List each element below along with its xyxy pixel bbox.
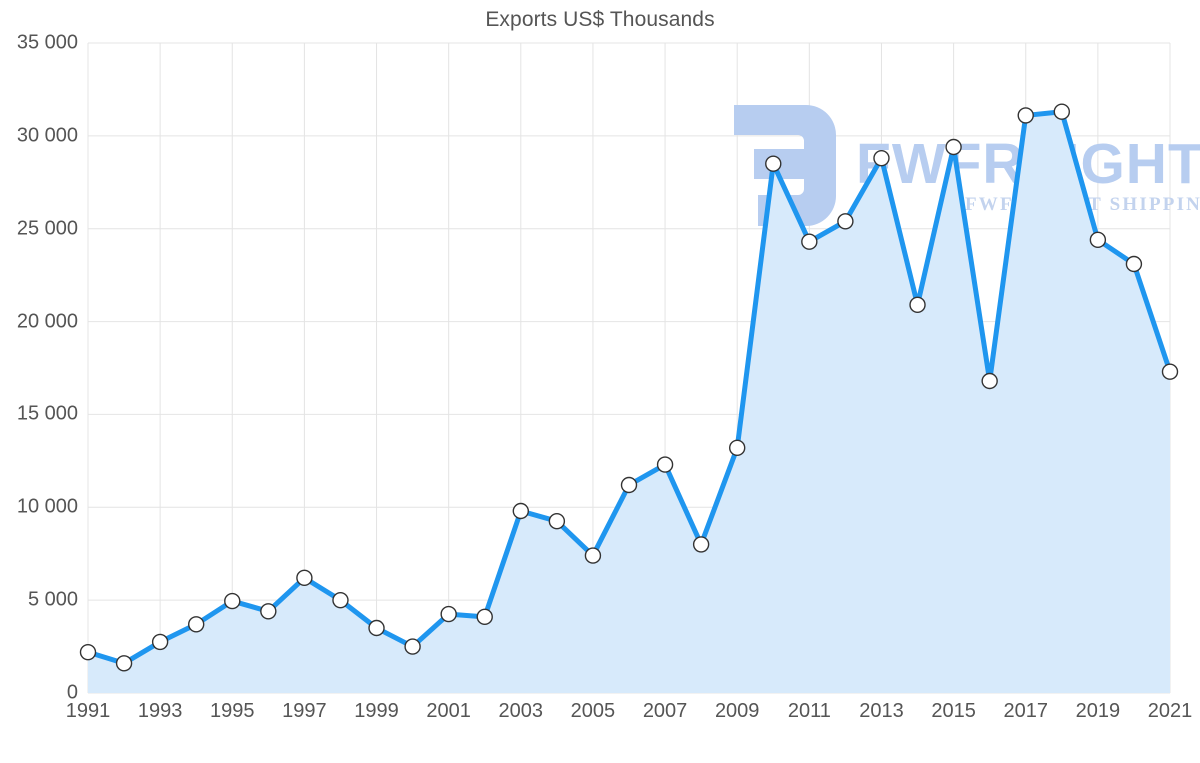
y-tick-label: 20 000 bbox=[16, 310, 78, 333]
data-point-marker[interactable] bbox=[584, 547, 602, 564]
data-point-marker[interactable] bbox=[476, 608, 493, 626]
x-tick-label: 2015 bbox=[931, 700, 976, 722]
data-point-marker[interactable] bbox=[440, 605, 457, 623]
y-tick-label: 10 000 bbox=[16, 495, 78, 518]
data-point-marker[interactable] bbox=[512, 502, 529, 520]
data-point-marker[interactable] bbox=[187, 616, 205, 633]
x-tick-label: 2019 bbox=[1075, 700, 1121, 722]
data-point-marker[interactable] bbox=[729, 439, 746, 457]
x-tick-label: 1999 bbox=[354, 700, 399, 722]
x-tick-label: 1993 bbox=[137, 700, 183, 722]
x-tick-label: 2013 bbox=[859, 700, 904, 722]
data-point-marker[interactable] bbox=[1017, 107, 1034, 124]
x-tick-label: 1991 bbox=[65, 700, 111, 722]
y-axis: 0 5 000 10 000 15 000 20 000 25 000 30 000 35 0… bbox=[0, 32, 78, 704]
plot-area: FWFREIGHT FWFREIGHT SHIPPING bbox=[79, 42, 1200, 694]
x-tick-label: 2003 bbox=[498, 700, 544, 722]
data-point-marker[interactable] bbox=[151, 633, 169, 651]
y-tick-label: 0 bbox=[66, 681, 78, 704]
data-point-marker[interactable] bbox=[79, 643, 97, 661]
x-axis: 1991 1993 1995 1997 1999 2001 2003 2005 2007 2009… bbox=[66, 700, 1193, 740]
data-point-marker[interactable] bbox=[1161, 363, 1179, 380]
area-fill bbox=[88, 111, 1170, 693]
x-tick-label: 1995 bbox=[210, 700, 255, 722]
y-tick-label: 15 000 bbox=[16, 402, 78, 425]
data-point-marker[interactable] bbox=[1053, 103, 1070, 120]
x-tick-label: 2007 bbox=[642, 700, 688, 722]
x-tick-label: 2001 bbox=[426, 700, 471, 722]
data-point-marker[interactable] bbox=[224, 592, 241, 610]
data-point-marker[interactable] bbox=[909, 296, 926, 314]
data-point-marker[interactable] bbox=[1125, 255, 1143, 273]
data-point-marker[interactable] bbox=[332, 591, 349, 609]
x-tick-label: 2021 bbox=[1147, 700, 1193, 722]
data-point-marker[interactable] bbox=[801, 233, 818, 250]
data-point-marker[interactable] bbox=[296, 569, 313, 587]
data-point-marker[interactable] bbox=[765, 155, 782, 172]
data-point-marker[interactable] bbox=[656, 456, 674, 473]
chart-title: Exports US$ Thousands bbox=[485, 8, 715, 31]
data-point-marker[interactable] bbox=[1089, 231, 1107, 249]
x-tick-label: 1997 bbox=[282, 700, 327, 722]
data-point-marker[interactable] bbox=[115, 655, 133, 672]
data-point-marker[interactable] bbox=[260, 603, 277, 620]
data-point-marker[interactable] bbox=[368, 619, 385, 637]
x-tick-label: 2011 bbox=[787, 700, 831, 722]
data-point-marker[interactable] bbox=[692, 536, 710, 553]
data-point-marker[interactable] bbox=[981, 372, 998, 390]
data-series bbox=[79, 103, 1179, 693]
y-tick-label: 25 000 bbox=[16, 217, 78, 240]
data-point-marker[interactable] bbox=[548, 513, 566, 530]
y-tick-label: 35 000 bbox=[16, 31, 78, 54]
data-point-marker[interactable] bbox=[873, 149, 890, 167]
data-point-marker[interactable] bbox=[837, 213, 854, 230]
y-tick-label: 5 000 bbox=[27, 588, 78, 611]
x-tick-label: 2017 bbox=[1003, 700, 1048, 722]
data-point-marker[interactable] bbox=[945, 138, 962, 156]
x-tick-label: 2009 bbox=[714, 700, 760, 722]
x-tick-label: 2005 bbox=[570, 700, 616, 722]
y-tick-label: 30 000 bbox=[16, 124, 78, 147]
data-point-marker[interactable] bbox=[620, 476, 638, 494]
data-point-marker[interactable] bbox=[404, 638, 421, 655]
